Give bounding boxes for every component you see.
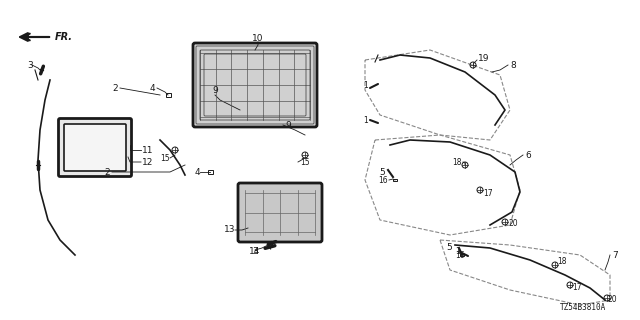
FancyBboxPatch shape [193, 43, 317, 127]
Text: 1: 1 [364, 116, 368, 124]
Text: 15: 15 [161, 154, 170, 163]
Text: 6: 6 [525, 150, 531, 159]
Text: 9: 9 [212, 85, 218, 94]
Text: 15: 15 [300, 157, 310, 166]
Text: TZ54B3810A: TZ54B3810A [560, 303, 606, 312]
Bar [393, 179, 397, 181]
Text: 1: 1 [364, 81, 368, 90]
FancyBboxPatch shape [238, 183, 322, 242]
Bar [207, 170, 212, 174]
Text: 18: 18 [557, 258, 566, 267]
Text: 7: 7 [612, 251, 618, 260]
Text: 9: 9 [285, 121, 291, 130]
Text: FR.: FR. [55, 32, 73, 42]
Text: 16: 16 [455, 251, 465, 260]
Text: 14: 14 [250, 247, 260, 257]
Text: 10: 10 [252, 34, 264, 43]
Text: 4: 4 [149, 84, 155, 92]
Text: 17: 17 [572, 283, 582, 292]
Text: 5: 5 [380, 167, 385, 177]
Text: 17: 17 [483, 189, 493, 198]
Text: 12: 12 [142, 157, 154, 166]
Text: 11: 11 [142, 146, 154, 155]
Text: 19: 19 [478, 53, 490, 62]
Bar [460, 253, 464, 256]
Bar [166, 93, 170, 97]
Text: 16: 16 [378, 175, 388, 185]
Text: 8: 8 [510, 60, 516, 69]
Text: 13: 13 [223, 226, 235, 235]
Text: 5: 5 [446, 243, 452, 252]
Text: 20: 20 [508, 220, 518, 228]
Text: 18: 18 [452, 157, 462, 166]
Text: 1: 1 [455, 247, 460, 257]
Text: 3: 3 [27, 60, 33, 69]
Text: 2: 2 [112, 84, 118, 92]
Text: 4: 4 [195, 167, 200, 177]
Text: 2: 2 [104, 167, 110, 177]
Text: 20: 20 [608, 295, 618, 305]
Text: 3: 3 [252, 247, 258, 257]
FancyBboxPatch shape [64, 124, 126, 171]
FancyBboxPatch shape [58, 118, 131, 177]
